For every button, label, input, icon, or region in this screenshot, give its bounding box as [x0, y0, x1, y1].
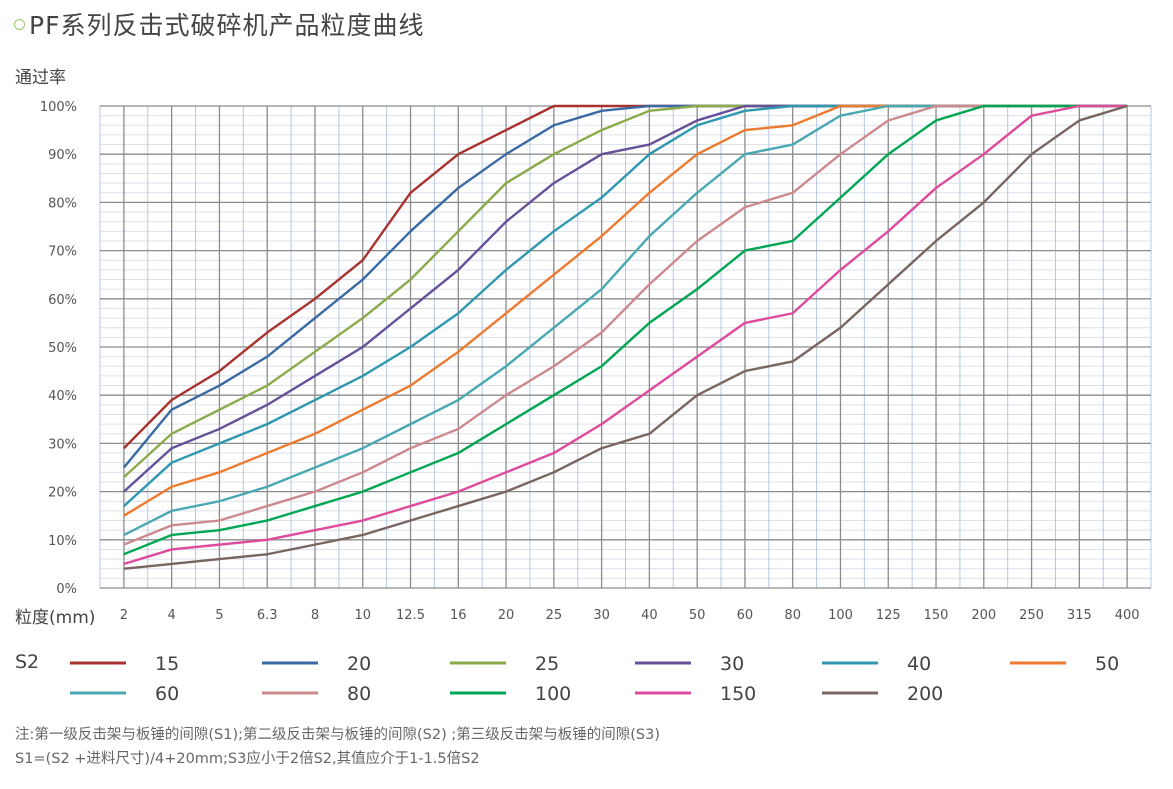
- circle-bullet-icon: [14, 18, 25, 30]
- x-tick-label: 8: [311, 608, 319, 623]
- legend-item-80: 80: [262, 683, 371, 705]
- legend-label: 25: [535, 653, 559, 675]
- legend-item-15: 15: [70, 653, 179, 675]
- x-tick-label: 10: [354, 608, 371, 623]
- y-axis-label: 通过率: [15, 68, 66, 88]
- legend-item-20: 20: [262, 653, 371, 675]
- y-tick-label: 30%: [48, 437, 77, 452]
- legend-item-100: 100: [450, 683, 571, 705]
- series-150: [123, 104, 1128, 566]
- legend-label: 150: [720, 683, 756, 705]
- legend-label: 30: [720, 653, 744, 675]
- x-tick-label: 50: [689, 608, 706, 623]
- x-tick-label: 250: [1019, 608, 1044, 623]
- legend-item-30: 30: [635, 653, 744, 675]
- legend-label: 100: [535, 683, 571, 705]
- series-line: [123, 104, 1128, 570]
- legend-item-25: 25: [450, 653, 559, 675]
- legend-item-150: 150: [635, 683, 756, 705]
- legend-label: 50: [1095, 653, 1119, 675]
- chart-title: PF系列反击式破碎机产品粒度曲线: [14, 6, 424, 42]
- chart-title-text: PF系列反击式破碎机产品粒度曲线: [29, 11, 425, 40]
- footnote-line-2: S1=(S2 +进料尺寸)/4+20mm;S3应小于2倍S2,其值应介于1-1.…: [15, 751, 480, 767]
- x-tick-label: 20: [498, 608, 515, 623]
- y-tick-label: 50%: [48, 341, 77, 356]
- footnote-line-1: 注:第一级反击架与板锤的间隙(S1);第二级反击架与板锤的间隙(S2) ;第三级…: [15, 727, 660, 743]
- x-tick-label: 80: [784, 608, 801, 623]
- x-tick-label: 150: [924, 608, 949, 623]
- series-line: [123, 104, 1128, 556]
- series-200: [123, 104, 1128, 570]
- y-tick-label: 70%: [48, 245, 77, 260]
- legend-item-60: 60: [70, 683, 179, 705]
- y-tick-label: 40%: [48, 389, 77, 404]
- x-tick-label: 125: [876, 608, 901, 623]
- y-tick-label: 80%: [48, 196, 77, 211]
- legend-label: 20: [347, 653, 371, 675]
- x-axis-label: 粒度(mm): [15, 608, 96, 628]
- series-line: [123, 104, 1128, 566]
- legend-label: 15: [155, 653, 179, 675]
- x-tick-label: 2: [120, 608, 128, 623]
- legend-label: 200: [907, 683, 943, 705]
- x-tick-label: 6.3: [257, 608, 278, 623]
- x-tick-label: 100: [828, 608, 853, 623]
- x-tick-label: 200: [971, 608, 996, 623]
- x-tick-label: 60: [737, 608, 754, 623]
- x-tick-label: 4: [168, 608, 176, 623]
- legend-item-40: 40: [822, 653, 931, 675]
- x-tick-label: 5: [215, 608, 223, 623]
- x-tick-label: 315: [1067, 608, 1092, 623]
- y-tick-label: 0%: [56, 582, 77, 597]
- legend-label: 80: [347, 683, 371, 705]
- y-tick-label: 90%: [48, 148, 77, 163]
- x-tick-label: 40: [641, 608, 658, 623]
- legend-item-50: 50: [1010, 653, 1119, 675]
- legend-label: 60: [155, 683, 179, 705]
- x-tick-label: 12.5: [396, 608, 425, 623]
- x-tick-label: 16: [450, 608, 467, 623]
- grid: [99, 105, 1152, 589]
- y-tick-label: 60%: [48, 293, 77, 308]
- series-100: [123, 104, 1128, 556]
- y-tick-label: 20%: [48, 486, 77, 501]
- series-80: [123, 104, 1128, 546]
- legend-item-200: 200: [822, 683, 943, 705]
- footnote: 注:第一级反击架与板锤的间隙(S1);第二级反击架与板锤的间隙(S2) ;第三级…: [15, 723, 660, 771]
- y-tick-label: 10%: [48, 534, 77, 549]
- x-tick-label: 25: [546, 608, 563, 623]
- x-tick-label: 400: [1115, 608, 1140, 623]
- series-line: [123, 104, 1128, 546]
- legend-label: 40: [907, 653, 931, 675]
- legend-title: S2: [15, 651, 40, 673]
- x-tick-label: 30: [593, 608, 610, 623]
- y-tick-label: 100%: [40, 100, 77, 115]
